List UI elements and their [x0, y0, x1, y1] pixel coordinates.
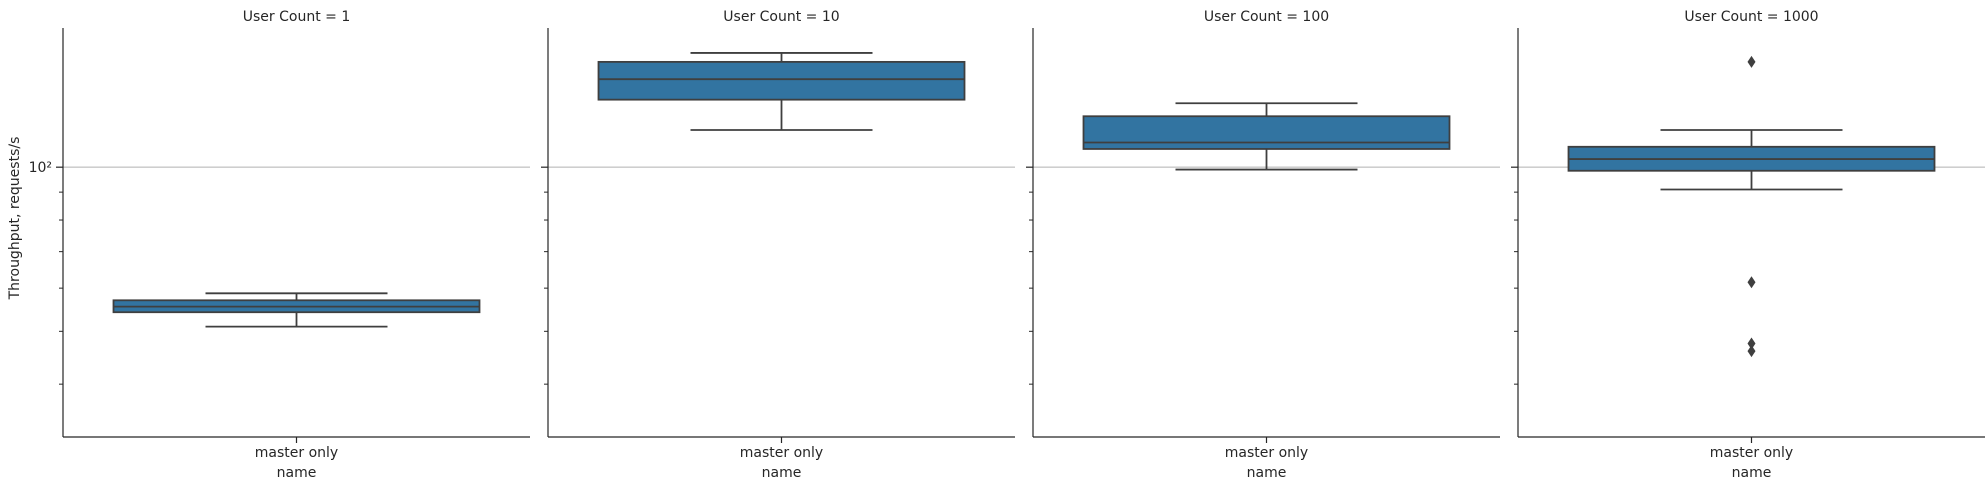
iqr-box: [1082, 115, 1451, 150]
panel-title: User Count = 1: [243, 9, 350, 25]
y-axis-label: Throughput, requests/s: [7, 137, 23, 301]
outlier-point: [1747, 276, 1756, 289]
facet-panel: User Count = 1000 master only name: [1511, 9, 1985, 481]
x-tick-label: master only: [1710, 445, 1793, 461]
x-axis-label: name: [1247, 465, 1287, 481]
y-tick-label: 10²: [29, 160, 52, 176]
panel-title: User Count = 100: [1204, 9, 1329, 25]
panel-title: User Count = 1000: [1684, 9, 1818, 25]
facet-panel: User Count = 100 master only name: [1026, 9, 1500, 481]
facet-panel: User Count = 1 10² master only name: [29, 9, 530, 481]
outlier-point: [1747, 345, 1756, 358]
x-tick-label: master only: [1225, 445, 1308, 461]
panel-title: User Count = 10: [723, 9, 839, 25]
x-axis-label: name: [1732, 465, 1772, 481]
x-tick-label: master only: [255, 445, 338, 461]
facet-panel: User Count = 10 master only name: [541, 9, 1015, 481]
iqr-box: [597, 60, 966, 101]
x-tick-label: master only: [740, 445, 823, 461]
x-axis-label: name: [277, 465, 317, 481]
outlier-point: [1747, 55, 1756, 68]
x-axis-label: name: [762, 465, 802, 481]
outlier-point: [1747, 337, 1756, 350]
